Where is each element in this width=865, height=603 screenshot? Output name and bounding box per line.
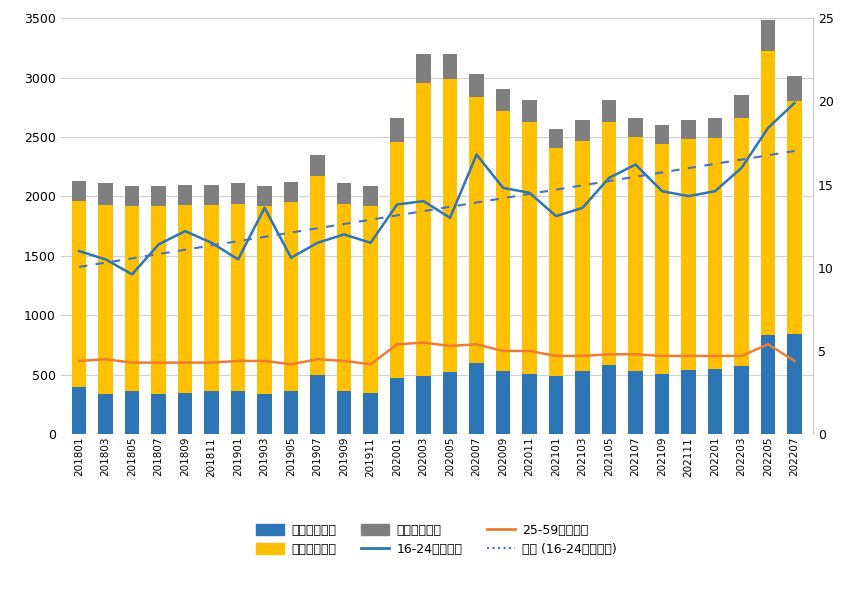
Bar: [470, 74, 484, 96]
Bar: [311, 374, 325, 434]
Bar: [257, 186, 272, 206]
Bar: [548, 128, 563, 148]
Bar: [787, 334, 802, 434]
Bar: [682, 370, 695, 434]
Bar: [284, 182, 298, 203]
Bar: [231, 391, 246, 434]
Bar: [99, 205, 113, 394]
Bar: [151, 206, 166, 394]
Bar: [734, 367, 749, 434]
Bar: [125, 186, 139, 206]
Bar: [787, 77, 802, 101]
Bar: [151, 186, 166, 206]
Bar: [602, 365, 617, 434]
Bar: [204, 391, 219, 434]
Bar: [548, 376, 563, 434]
Bar: [178, 393, 192, 434]
Bar: [178, 205, 192, 393]
Bar: [760, 335, 775, 434]
Bar: [390, 118, 404, 142]
Bar: [575, 121, 590, 140]
Bar: [734, 118, 749, 367]
Bar: [363, 186, 378, 206]
Bar: [470, 96, 484, 363]
Bar: [443, 79, 458, 372]
Bar: [363, 393, 378, 434]
Bar: [416, 54, 431, 83]
Bar: [125, 206, 139, 391]
Bar: [284, 391, 298, 434]
Bar: [390, 142, 404, 378]
Bar: [99, 394, 113, 434]
Bar: [363, 206, 378, 393]
Bar: [443, 372, 458, 434]
Bar: [336, 183, 351, 204]
Bar: [257, 206, 272, 394]
Bar: [575, 371, 590, 434]
Bar: [682, 139, 695, 370]
Bar: [443, 54, 458, 79]
Bar: [496, 89, 510, 111]
Bar: [655, 373, 670, 434]
Bar: [522, 373, 537, 434]
Bar: [682, 121, 695, 139]
Bar: [734, 95, 749, 118]
Bar: [708, 138, 722, 369]
Bar: [178, 185, 192, 205]
Bar: [760, 21, 775, 51]
Bar: [416, 83, 431, 376]
Bar: [231, 204, 246, 391]
Bar: [602, 122, 617, 365]
Bar: [760, 51, 775, 335]
Bar: [628, 371, 643, 434]
Bar: [708, 118, 722, 138]
Bar: [602, 100, 617, 122]
Bar: [72, 181, 86, 201]
Bar: [416, 376, 431, 434]
Bar: [151, 394, 166, 434]
Bar: [655, 125, 670, 144]
Bar: [708, 369, 722, 434]
Bar: [522, 122, 537, 373]
Bar: [284, 203, 298, 391]
Bar: [257, 394, 272, 434]
Bar: [72, 387, 86, 434]
Bar: [470, 363, 484, 434]
Bar: [99, 183, 113, 205]
Bar: [496, 371, 510, 434]
Bar: [311, 155, 325, 176]
Bar: [125, 391, 139, 434]
Bar: [655, 144, 670, 373]
Bar: [311, 176, 325, 374]
Legend: 青年失业人数, 成年失业人数, 老年失业人数, 16-24岁失业率, 25-59岁失业率, 线性 (16-24岁失业率): 青年失业人数, 成年失业人数, 老年失业人数, 16-24岁失业率, 25-59…: [252, 519, 622, 561]
Bar: [787, 101, 802, 334]
Bar: [231, 183, 246, 204]
Bar: [336, 391, 351, 434]
Bar: [72, 201, 86, 387]
Bar: [336, 204, 351, 391]
Bar: [496, 111, 510, 371]
Bar: [548, 148, 563, 376]
Bar: [628, 137, 643, 371]
Bar: [575, 140, 590, 371]
Bar: [628, 118, 643, 137]
Bar: [390, 378, 404, 434]
Bar: [204, 185, 219, 205]
Bar: [522, 100, 537, 122]
Bar: [204, 205, 219, 391]
